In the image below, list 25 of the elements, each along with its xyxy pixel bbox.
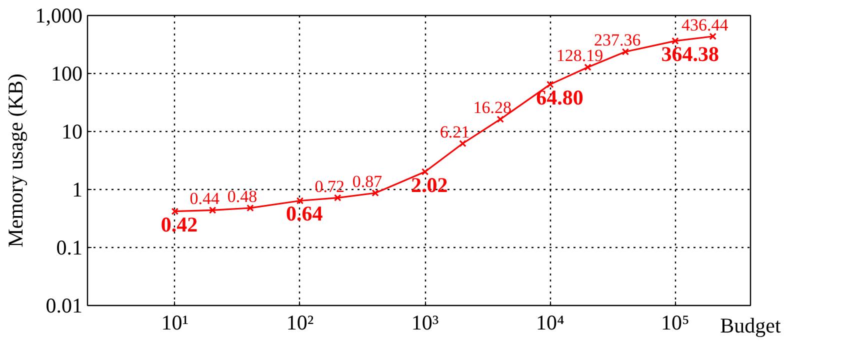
y-tick-label: 1,000 <box>35 4 82 28</box>
x-tick-label: 10⁴ <box>536 310 564 334</box>
y-tick-label: 10 <box>62 120 82 144</box>
data-label: 0.48 <box>227 186 258 206</box>
data-label: 0.87 <box>352 172 383 192</box>
data-label: 6.21 <box>440 122 470 142</box>
annotation: 0.42 <box>160 212 198 236</box>
annotation: 2.02 <box>411 172 448 197</box>
x-tick-label: 10¹ <box>161 310 189 334</box>
y-tick-label: 0.1 <box>56 236 82 260</box>
x-tick-label: 10⁵ <box>661 310 690 334</box>
annotation: 0.64 <box>286 202 324 226</box>
y-tick-label: 0.01 <box>46 294 82 318</box>
x-tick-label: 10³ <box>411 310 439 334</box>
y-axis-title: Memory usage (KB) <box>3 74 28 248</box>
data-label: 436.44 <box>681 15 729 34</box>
annotation: 364.38 <box>661 42 719 66</box>
y-tick-label: 100 <box>51 62 82 86</box>
data-label: 0.72 <box>314 176 345 196</box>
x-tick-label: 10² <box>286 310 314 334</box>
x-axis-title: Budget <box>720 314 781 338</box>
data-label: 16.28 <box>473 98 512 118</box>
annotation: 64.80 <box>536 85 584 110</box>
data-label: 0.44 <box>190 189 220 208</box>
y-tick-label: 1 <box>72 178 82 202</box>
